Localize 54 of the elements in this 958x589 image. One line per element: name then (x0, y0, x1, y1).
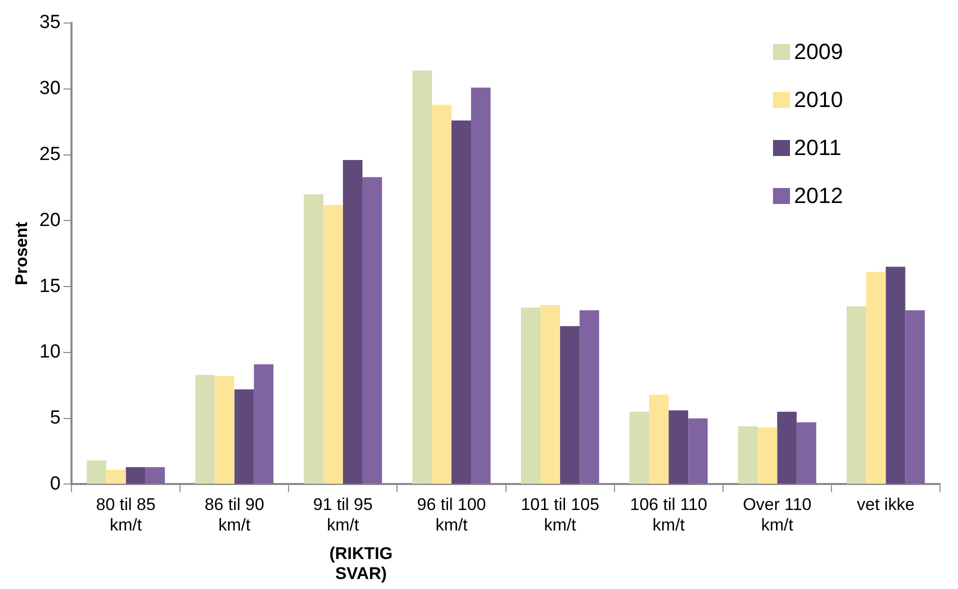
y-tick-label: 10 (39, 342, 61, 363)
x-tick-label: 106 til 110 km/t (630, 495, 708, 534)
y-tick-label: 15 (39, 276, 61, 297)
bar (846, 306, 866, 484)
y-tick-label: 30 (39, 78, 61, 100)
x-tick-label: 96 til 100 km/t (416, 495, 486, 534)
y-tick-label: 20 (39, 210, 61, 231)
bar (738, 426, 758, 484)
bar (145, 467, 165, 484)
bar (342, 160, 362, 484)
bar (214, 376, 234, 484)
bar (905, 310, 925, 484)
x-tick-label: 80 til 85 km/t (96, 495, 156, 534)
legend-label: 2009 (794, 39, 843, 65)
bar (688, 418, 708, 484)
text: (RIKTIG SVAR) (329, 544, 393, 584)
y-tick-label: 5 (50, 408, 61, 429)
bar (520, 308, 541, 484)
bar (758, 428, 778, 484)
y-tick-label: 35 (39, 12, 61, 34)
bar (777, 412, 797, 484)
x-tick-label: Over 110 km/t (742, 495, 812, 534)
bar (254, 364, 274, 484)
bar (412, 70, 432, 484)
x-tick-label: vet ikke (856, 495, 915, 514)
legend-label: 2010 (794, 87, 843, 113)
bar (362, 177, 382, 484)
bar (540, 304, 560, 484)
legend-label: 2012 (794, 183, 843, 209)
bar (106, 470, 126, 484)
bar (86, 460, 106, 484)
bar (668, 410, 688, 484)
bar (126, 467, 146, 484)
x-tick-label: 86 til 90 km/t (204, 495, 264, 534)
x-tick-label: 91 til 95 km/t (313, 495, 373, 534)
y-axis-title: Prosent (12, 222, 31, 286)
bar (234, 389, 254, 484)
y-tick-label: 25 (39, 144, 61, 166)
bar (580, 310, 600, 484)
bar (195, 374, 215, 484)
bar (796, 422, 816, 484)
legend-label: 2011 (794, 135, 842, 161)
y-tick-label: 0 (50, 473, 61, 494)
bar (304, 194, 324, 484)
bar (649, 394, 669, 484)
bar (451, 120, 472, 484)
bar (471, 88, 491, 484)
bar (886, 266, 906, 484)
bar (323, 204, 343, 484)
bar (630, 412, 650, 484)
x-tick-label: 101 til 105 km/t (520, 495, 600, 534)
bar (560, 326, 580, 484)
bar (432, 104, 452, 484)
bar (866, 272, 886, 484)
